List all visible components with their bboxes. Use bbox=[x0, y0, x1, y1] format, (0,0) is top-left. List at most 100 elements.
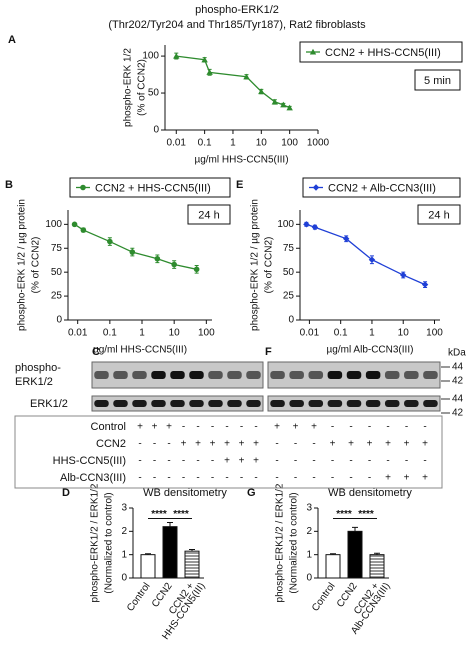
condition-name: Control bbox=[91, 421, 126, 433]
condition-sign: - bbox=[294, 439, 297, 450]
condition-sign: - bbox=[211, 456, 214, 467]
y-tick-label: 25 bbox=[283, 291, 295, 302]
error-bar bbox=[352, 526, 358, 532]
marker bbox=[271, 98, 279, 105]
legend-box bbox=[302, 177, 461, 198]
condition-sign: - bbox=[182, 422, 185, 433]
condition-sign: - bbox=[349, 456, 352, 467]
panel-label: C bbox=[92, 346, 100, 358]
condition-sign: + bbox=[385, 473, 391, 484]
marker bbox=[312, 184, 320, 191]
time-box bbox=[417, 204, 461, 225]
x-axis-label: µg/ml Alb-CCN3(III) bbox=[327, 345, 414, 356]
condition-sign: + bbox=[311, 422, 317, 433]
bar bbox=[325, 554, 341, 579]
y-axis-label: (% of CCN2) bbox=[137, 59, 148, 116]
condition-sign: - bbox=[331, 473, 334, 484]
x-tick-label: 100 bbox=[281, 138, 298, 149]
series-line bbox=[74, 223, 197, 270]
band bbox=[308, 400, 324, 407]
band bbox=[94, 400, 109, 407]
y-axis-label: (Normalized to control) bbox=[289, 492, 300, 593]
condition-sign: - bbox=[225, 422, 228, 433]
y-tick-label: 2 bbox=[306, 526, 312, 537]
condition-sign: - bbox=[294, 473, 297, 484]
kda-marker: 44 bbox=[452, 394, 464, 405]
x-tick-label: 1 bbox=[369, 328, 375, 339]
band bbox=[346, 400, 362, 407]
condition-sign: - bbox=[386, 456, 389, 467]
y-tick-label: 100 bbox=[142, 51, 159, 62]
y-axis-label: phospho-ERK 1/2 / µg protein bbox=[17, 199, 28, 331]
x-tick-label: 0.1 bbox=[103, 328, 117, 339]
condition-sign: + bbox=[195, 439, 201, 450]
condition-sign: + bbox=[152, 422, 158, 433]
bar bbox=[140, 554, 156, 579]
band bbox=[189, 400, 204, 407]
row-label: phospho- bbox=[15, 362, 61, 374]
band bbox=[246, 371, 261, 379]
condition-sign: - bbox=[349, 473, 352, 484]
x-tick-label: 0.01 bbox=[300, 328, 320, 339]
row-label: ERK1/2 bbox=[30, 398, 68, 410]
band bbox=[113, 400, 128, 407]
band bbox=[170, 371, 185, 379]
panel-label: B bbox=[5, 179, 13, 191]
condition-sign: + bbox=[253, 439, 259, 450]
band bbox=[384, 400, 400, 407]
y-tick-label: 50 bbox=[283, 267, 295, 278]
band bbox=[289, 371, 304, 379]
condition-name: HHS-CCN5(III) bbox=[53, 455, 126, 467]
band bbox=[132, 371, 147, 379]
marker bbox=[400, 271, 407, 279]
marker bbox=[286, 104, 293, 111]
condition-sign: + bbox=[224, 439, 230, 450]
band bbox=[327, 371, 343, 379]
y-tick-label: 0 bbox=[121, 573, 127, 584]
condition-sign: + bbox=[293, 422, 299, 433]
condition-sign: - bbox=[211, 422, 214, 433]
condition-sign: - bbox=[254, 422, 257, 433]
condition-sign: - bbox=[182, 456, 185, 467]
marker bbox=[342, 235, 350, 242]
y-axis-label: phospho-ERK 1/2 bbox=[123, 48, 134, 127]
condition-sign: + bbox=[181, 439, 187, 450]
condition-sign: - bbox=[368, 473, 371, 484]
condition-sign: - bbox=[368, 456, 371, 467]
marker bbox=[303, 221, 310, 228]
condition-name: Alb-CCN3(III) bbox=[60, 472, 126, 484]
condition-sign: - bbox=[386, 422, 389, 433]
y-tick-label: 0 bbox=[288, 315, 294, 326]
condition-sign: - bbox=[138, 473, 141, 484]
error-bar bbox=[167, 521, 173, 527]
time-box bbox=[414, 69, 461, 91]
time-label: 24 h bbox=[428, 209, 449, 221]
y-tick-label: 50 bbox=[51, 267, 63, 278]
legend-label: CCN2 + HHS-CCN5(III) bbox=[95, 182, 211, 194]
marker bbox=[309, 48, 317, 55]
condition-sign: + bbox=[404, 439, 410, 450]
y-tick-label: 75 bbox=[51, 243, 63, 254]
band bbox=[208, 400, 223, 407]
condition-sign: + bbox=[239, 439, 245, 450]
condition-sign: - bbox=[275, 439, 278, 450]
band bbox=[151, 400, 166, 407]
marker bbox=[129, 249, 136, 255]
y-axis-label: (% of CCN2) bbox=[264, 237, 275, 294]
panel-label: A bbox=[8, 34, 16, 46]
band bbox=[113, 371, 128, 379]
x-tick-label: 0.1 bbox=[198, 138, 212, 149]
marker bbox=[71, 221, 78, 228]
kda-marker: 44 bbox=[452, 362, 464, 373]
condition-sign: - bbox=[294, 456, 297, 467]
condition-name: CCN2 bbox=[96, 438, 126, 450]
marker bbox=[107, 238, 113, 245]
y-tick-label: 2 bbox=[121, 526, 127, 537]
condition-sign: - bbox=[312, 473, 315, 484]
band bbox=[365, 371, 381, 379]
band bbox=[208, 371, 223, 379]
x-tick-label: 10 bbox=[169, 328, 181, 339]
marker bbox=[311, 224, 319, 231]
x-tick-label: 10 bbox=[398, 328, 410, 339]
